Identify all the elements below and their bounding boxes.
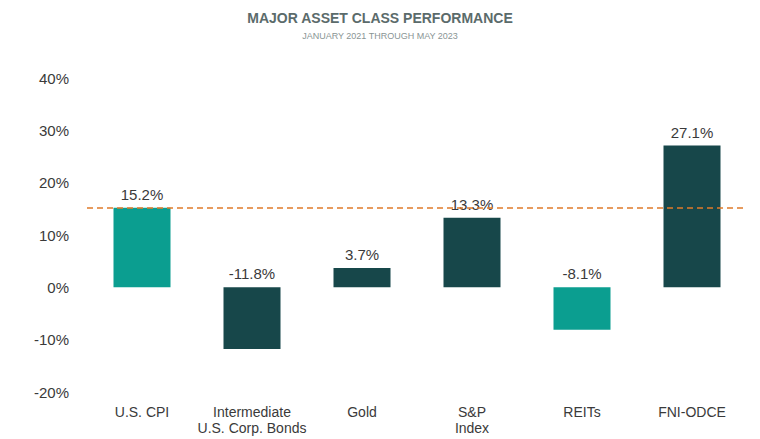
- svg-text:FNI-ODCE: FNI-ODCE: [658, 404, 726, 420]
- svg-text:13.3%: 13.3%: [451, 196, 494, 213]
- svg-text:15.2%: 15.2%: [121, 186, 164, 203]
- svg-text:-20%: -20%: [34, 384, 69, 401]
- svg-text:-8.1%: -8.1%: [562, 265, 601, 282]
- svg-text:Intermediate: Intermediate: [213, 404, 291, 420]
- svg-text:-10%: -10%: [34, 331, 69, 348]
- svg-text:40%: 40%: [39, 70, 69, 87]
- svg-text:U.S. Corp. Bonds: U.S. Corp. Bonds: [198, 420, 307, 436]
- svg-text:-11.8%: -11.8%: [229, 265, 275, 282]
- svg-text:3.7%: 3.7%: [345, 246, 379, 263]
- svg-text:27.1%: 27.1%: [671, 124, 714, 141]
- svg-text:REITs: REITs: [563, 404, 600, 420]
- svg-text:30%: 30%: [39, 122, 69, 139]
- svg-text:Gold: Gold: [347, 404, 377, 420]
- svg-text:10%: 10%: [39, 227, 69, 244]
- svg-text:U.S. CPI: U.S. CPI: [115, 404, 169, 420]
- svg-text:JANUARY 2021 THROUGH MAY 2023: JANUARY 2021 THROUGH MAY 2023: [302, 31, 458, 41]
- svg-text:Index: Index: [455, 420, 489, 436]
- svg-text:0%: 0%: [47, 279, 69, 296]
- svg-text:MAJOR ASSET CLASS PERFORMANCE: MAJOR ASSET CLASS PERFORMANCE: [247, 10, 513, 26]
- svg-text:S&P: S&P: [458, 404, 486, 420]
- svg-text:20%: 20%: [39, 174, 69, 191]
